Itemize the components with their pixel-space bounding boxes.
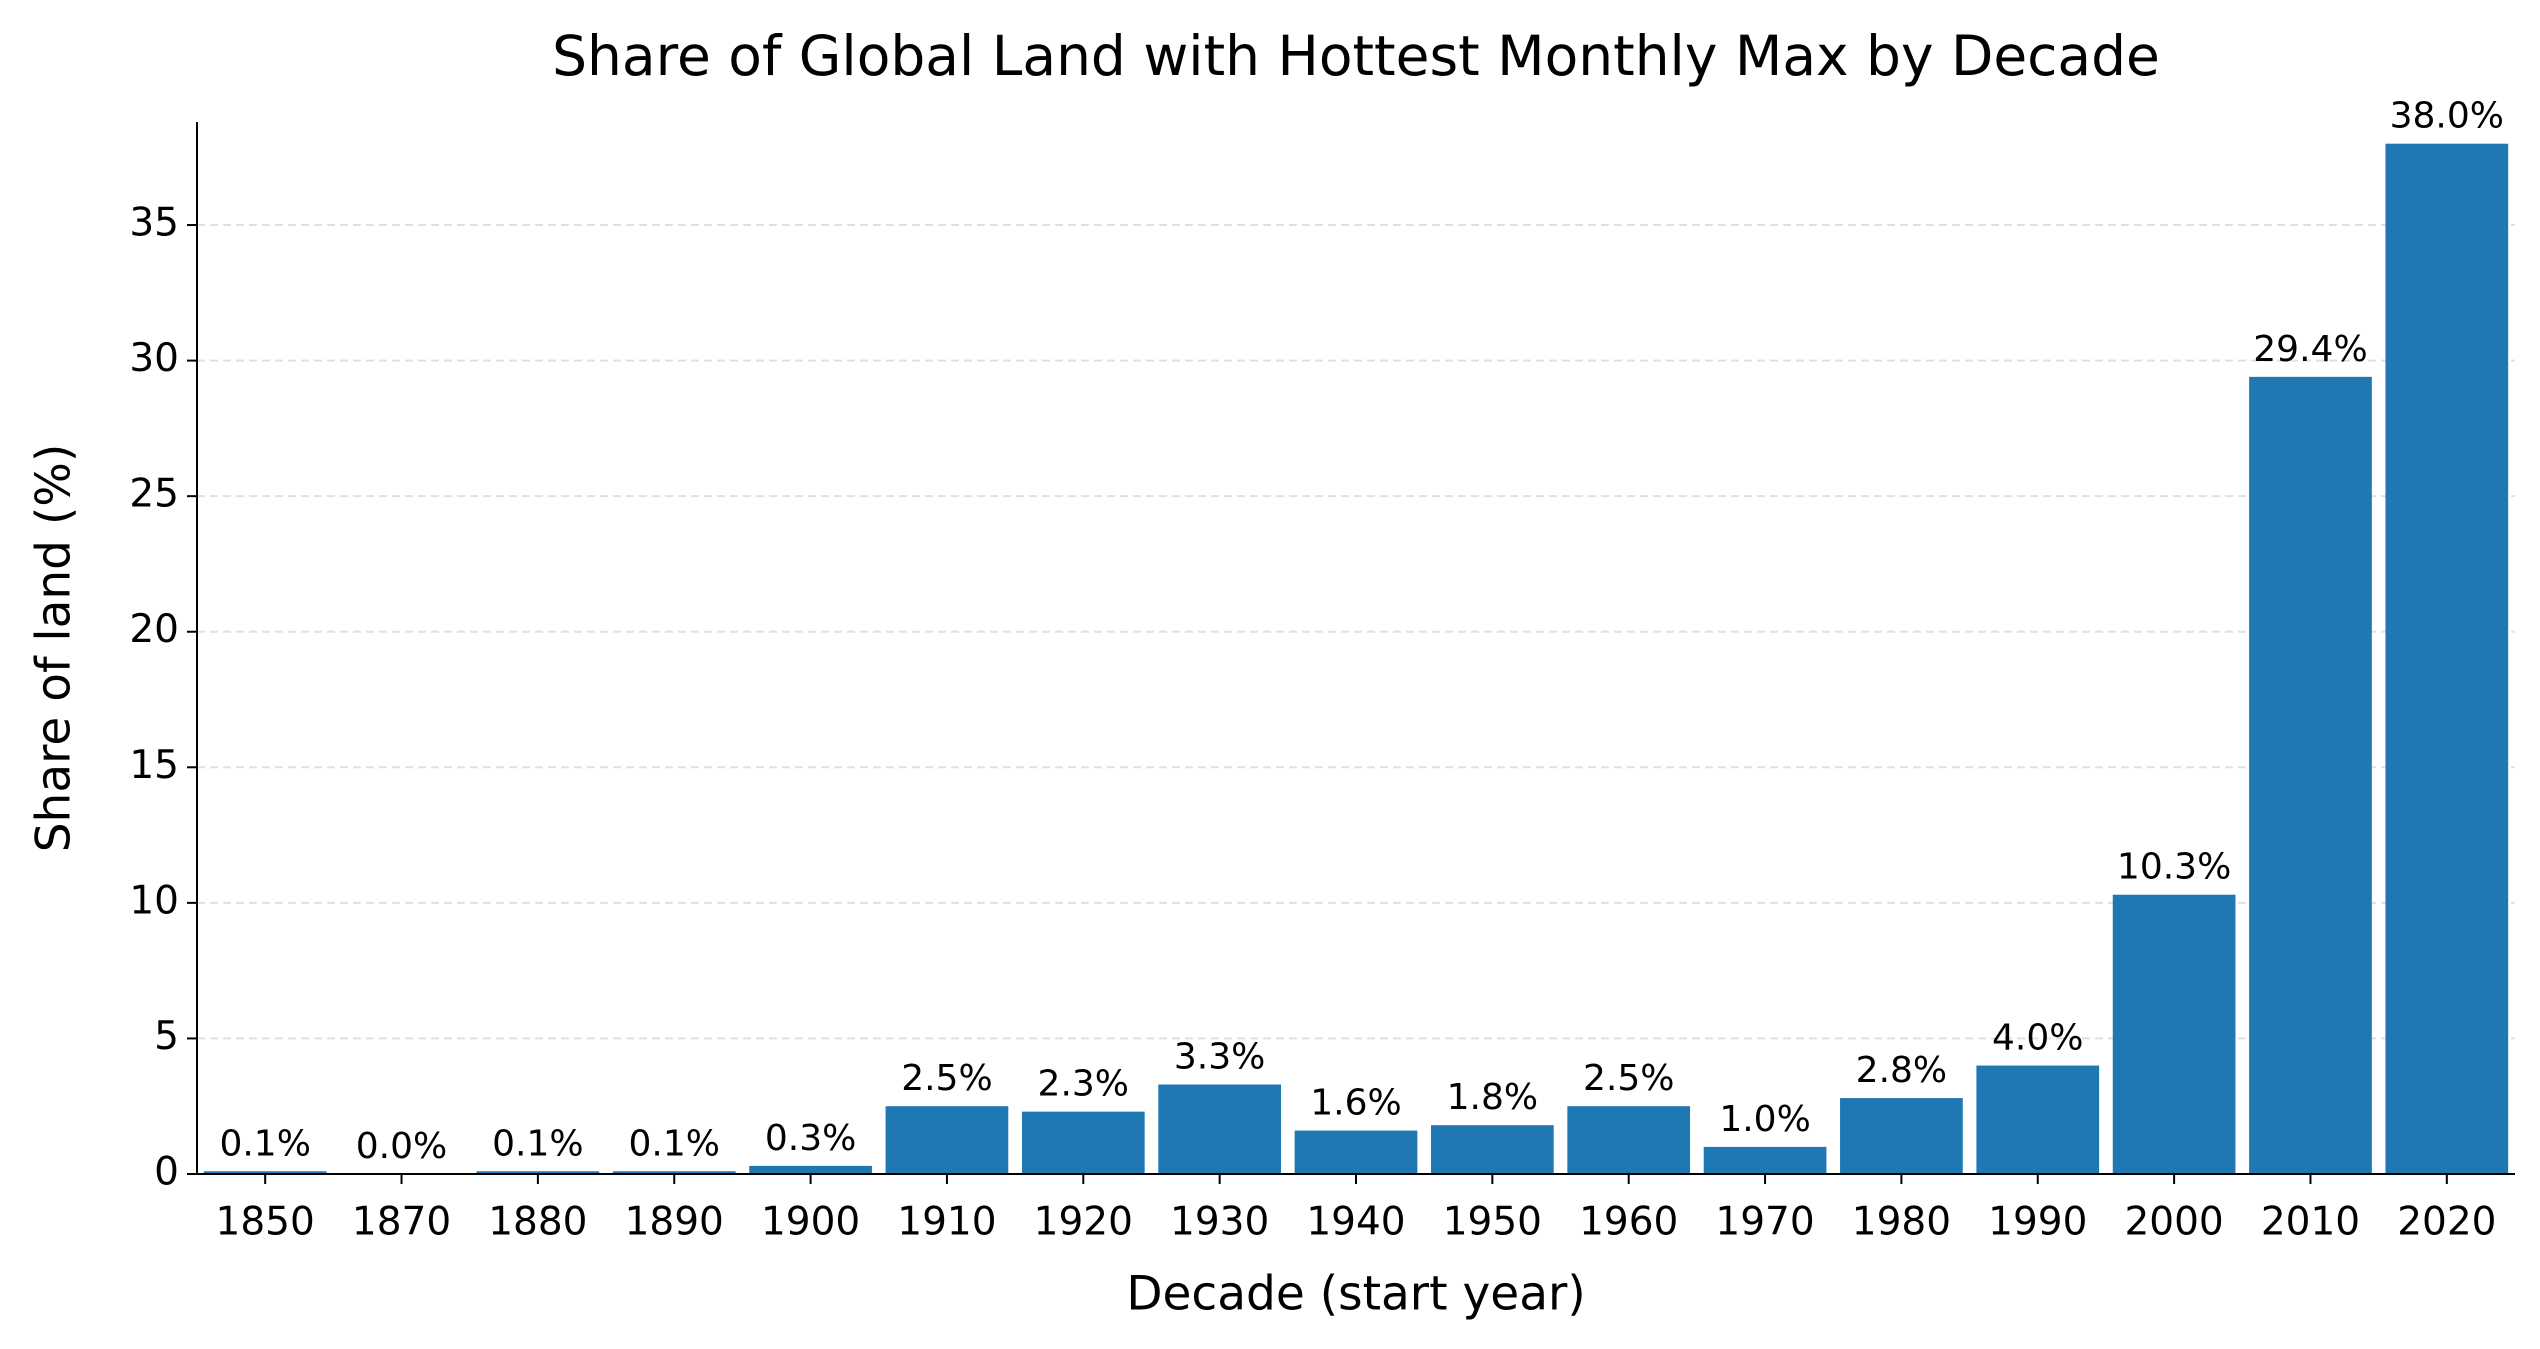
x-tick-label: 1890 bbox=[625, 1200, 724, 1245]
bar bbox=[476, 1171, 600, 1174]
value-label: 4.0% bbox=[1992, 1018, 2083, 1059]
x-tick-label: 1910 bbox=[897, 1200, 996, 1245]
bar bbox=[1158, 1084, 1282, 1174]
value-label: 2.3% bbox=[1038, 1064, 1129, 1105]
bar bbox=[2249, 376, 2372, 1174]
value-label: 29.4% bbox=[2253, 329, 2367, 370]
x-tick-label: 2010 bbox=[2261, 1200, 2360, 1245]
value-label: 1.0% bbox=[1719, 1099, 1810, 1140]
y-tick-label: 30 bbox=[129, 336, 179, 381]
bar bbox=[1976, 1065, 2100, 1174]
x-tick-label: 1950 bbox=[1443, 1200, 1542, 1245]
bar bbox=[885, 1106, 1009, 1174]
x-tick-label: 1850 bbox=[216, 1200, 315, 1245]
x-tick-label: 1900 bbox=[761, 1200, 860, 1245]
bar bbox=[1567, 1106, 1691, 1174]
value-label: 0.1% bbox=[629, 1123, 720, 1164]
x-axis-label: Decade (start year) bbox=[1126, 1267, 1585, 1322]
value-label: 1.6% bbox=[1310, 1083, 1401, 1124]
y-tick-label: 0 bbox=[154, 1150, 179, 1195]
x-tick-label: 1980 bbox=[1852, 1200, 1951, 1245]
y-tick-label: 15 bbox=[129, 743, 179, 788]
x-tick-label: 1920 bbox=[1034, 1200, 1133, 1245]
bar bbox=[1430, 1125, 1554, 1174]
bar bbox=[2385, 143, 2509, 1175]
value-label: 0.1% bbox=[219, 1123, 310, 1164]
y-axis-label: Share of land (%) bbox=[27, 444, 82, 853]
bar bbox=[1703, 1146, 1827, 1174]
value-label: 2.5% bbox=[1583, 1058, 1674, 1099]
value-label: 0.3% bbox=[765, 1118, 856, 1159]
x-tick-label: 1960 bbox=[1579, 1200, 1678, 1245]
bar bbox=[2112, 894, 2236, 1174]
bar bbox=[203, 1171, 327, 1174]
x-tick-label: 1940 bbox=[1306, 1200, 1405, 1245]
x-tick-label: 1870 bbox=[352, 1200, 451, 1245]
bar bbox=[1021, 1111, 1145, 1174]
x-tick-label: 1990 bbox=[1988, 1200, 2087, 1245]
value-label: 2.8% bbox=[1856, 1050, 1947, 1091]
value-label: 2.5% bbox=[901, 1058, 992, 1099]
y-tick-label: 20 bbox=[129, 607, 179, 652]
value-label: 0.1% bbox=[492, 1123, 583, 1164]
value-label: 10.3% bbox=[2117, 847, 2231, 888]
x-tick-label: 2000 bbox=[2124, 1200, 2223, 1245]
value-label: 38.0% bbox=[2390, 96, 2504, 137]
chart-title: Share of Global Land with Hottest Monthl… bbox=[552, 24, 2160, 88]
value-label: 0.0% bbox=[356, 1126, 447, 1167]
bar bbox=[749, 1165, 872, 1174]
y-tick-label: 5 bbox=[154, 1014, 179, 1059]
x-tick-label: 2020 bbox=[2397, 1200, 2496, 1245]
y-tick-label: 35 bbox=[129, 201, 179, 246]
y-tick-label: 10 bbox=[129, 878, 179, 923]
bar bbox=[1840, 1098, 1963, 1174]
value-label: 1.8% bbox=[1447, 1077, 1538, 1118]
bar bbox=[612, 1171, 736, 1174]
value-label: 3.3% bbox=[1174, 1037, 1265, 1078]
x-tick-label: 1880 bbox=[488, 1200, 587, 1245]
y-tick-label: 25 bbox=[129, 472, 179, 517]
x-tick-label: 1930 bbox=[1170, 1200, 1269, 1245]
x-tick-label: 1970 bbox=[1715, 1200, 1814, 1245]
bar bbox=[1294, 1130, 1418, 1174]
